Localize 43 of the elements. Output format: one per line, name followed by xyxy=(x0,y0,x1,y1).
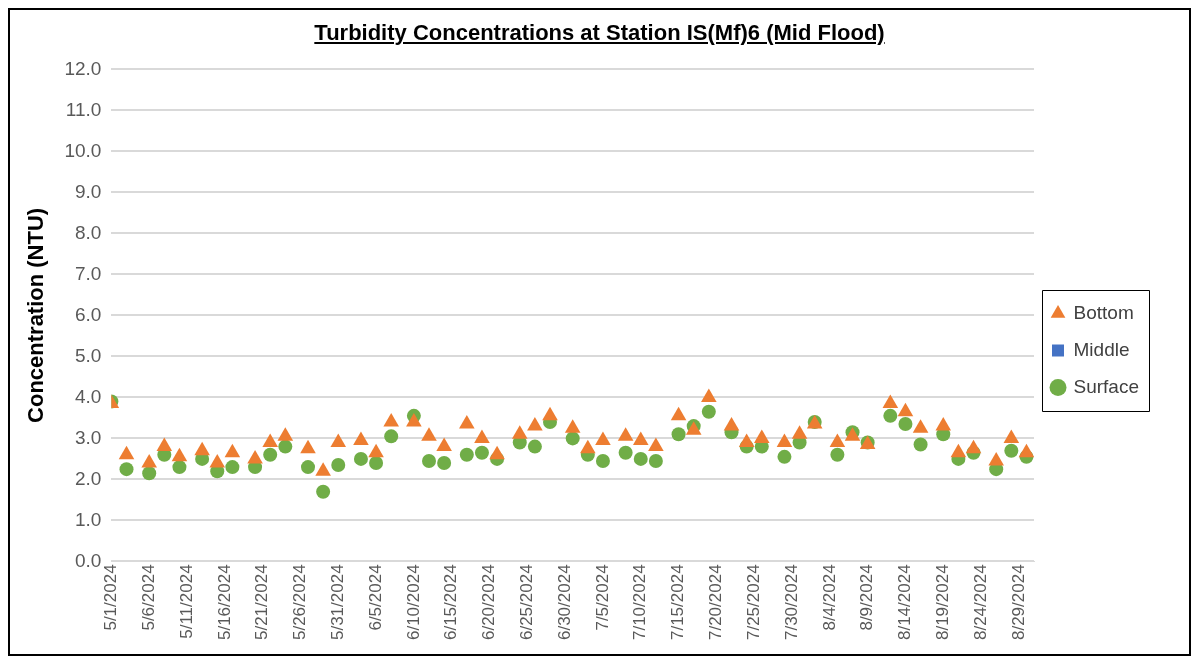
x-tick-label: 6/20/2024 xyxy=(479,564,499,641)
x-tick-label: 5/11/2024 xyxy=(176,564,196,639)
legend-label: Middle xyxy=(1073,338,1130,360)
y-tick-label: 10.0 xyxy=(64,139,102,161)
x-tick-label: 8/9/2024 xyxy=(857,564,877,631)
y-tick-label: 8.0 xyxy=(74,221,102,243)
x-tick-label: 5/16/2024 xyxy=(214,564,234,641)
y-axis-title: Concentration (NTU) xyxy=(23,207,49,423)
y-tick-label: 2.0 xyxy=(74,467,102,489)
x-tick-label: 6/25/2024 xyxy=(517,564,537,641)
x-tick-label: 6/10/2024 xyxy=(403,564,423,641)
y-tick-label: 7.0 xyxy=(74,262,102,284)
y-tick-label: 11.0 xyxy=(65,98,102,120)
x-tick-label: 5/1/2024 xyxy=(101,564,121,631)
x-tick-label: 5/26/2024 xyxy=(290,564,310,641)
x-tick-label: 8/24/2024 xyxy=(970,564,990,641)
chart-title: Turbidity Concentrations at Station IS(Mf)6 (Mid Flood) xyxy=(313,20,886,47)
y-tick-label: 5.0 xyxy=(74,344,102,366)
x-tick-label: 8/4/2024 xyxy=(819,564,839,631)
y-tick-label: 0.0 xyxy=(74,549,102,571)
x-tick-label: 5/21/2024 xyxy=(252,564,272,641)
x-tick-label: 6/30/2024 xyxy=(554,564,574,641)
x-tick-label: 5/6/2024 xyxy=(138,564,158,631)
x-tick-label: 5/31/2024 xyxy=(327,564,347,641)
y-tick-label: 6.0 xyxy=(74,303,102,325)
x-tick-label: 7/10/2024 xyxy=(630,564,650,641)
y-tick-label: 3.0 xyxy=(74,426,102,448)
y-tick-label: 9.0 xyxy=(74,180,102,202)
x-tick-label: 8/29/2024 xyxy=(1008,564,1028,641)
x-tick-label: 8/14/2024 xyxy=(895,564,915,641)
x-tick-label: 6/15/2024 xyxy=(441,564,461,641)
y-tick-label: 12.0 xyxy=(64,57,102,79)
y-tick-label: 4.0 xyxy=(74,385,102,407)
x-tick-label: 7/25/2024 xyxy=(743,564,763,641)
x-tick-label: 7/30/2024 xyxy=(781,564,801,641)
x-tick-label: 7/20/2024 xyxy=(706,564,726,641)
legend-label: Bottom xyxy=(1073,301,1134,323)
legend-label: Surface xyxy=(1073,375,1139,397)
x-tick-label: 7/5/2024 xyxy=(592,564,612,631)
y-tick-label: 1.0 xyxy=(74,508,102,530)
x-tick-label: 8/19/2024 xyxy=(932,564,952,641)
x-tick-label: 6/5/2024 xyxy=(365,564,385,631)
x-tick-label: 7/15/2024 xyxy=(668,564,688,641)
